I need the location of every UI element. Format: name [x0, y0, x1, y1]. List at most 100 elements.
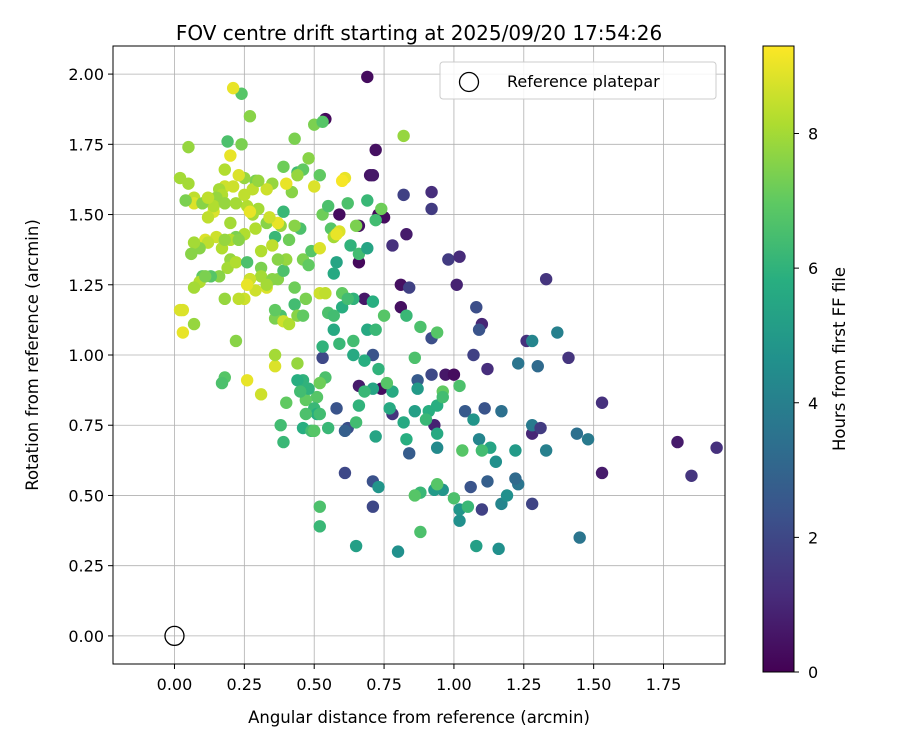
data-point — [224, 149, 237, 162]
colorbar-tick-label: 8 — [808, 125, 818, 144]
data-point — [313, 500, 326, 513]
x-tick-label: 0.75 — [366, 675, 402, 694]
data-point — [182, 140, 195, 154]
data-point — [182, 177, 195, 190]
x-tick-label: 1.75 — [646, 675, 682, 694]
reference-point-marker — [164, 625, 185, 647]
data-point — [481, 362, 494, 376]
data-point — [375, 202, 388, 216]
y-axis-ticks: 0.00 0.25 0.50 0.75 1.00 1.25 1.50 1.75 2.00 — [68, 65, 113, 646]
data-point — [232, 169, 245, 182]
data-point — [581, 433, 595, 446]
data-point — [414, 525, 427, 539]
data-point — [710, 441, 723, 454]
data-point — [361, 242, 374, 255]
data-point — [349, 539, 363, 553]
data-point — [509, 472, 522, 485]
legend-marker — [458, 71, 480, 93]
data-point — [229, 197, 243, 210]
data-point — [263, 211, 276, 224]
data-point — [313, 407, 326, 421]
data-point — [425, 185, 438, 199]
data-point — [352, 399, 366, 412]
data-point — [430, 326, 444, 339]
data-point — [341, 197, 354, 210]
data-point — [408, 489, 422, 502]
data-point — [595, 396, 609, 409]
data-point — [436, 390, 449, 404]
data-point — [366, 295, 380, 308]
data-point — [240, 256, 254, 269]
data-point — [472, 433, 486, 446]
data-point — [291, 357, 304, 370]
y-tick-label: 1.25 — [68, 276, 104, 295]
data-point — [685, 469, 698, 482]
data-point — [187, 317, 201, 331]
data-point — [313, 242, 326, 255]
data-point — [187, 281, 201, 294]
legend-box — [439, 61, 717, 100]
data-point — [176, 326, 190, 339]
data-point — [288, 298, 301, 311]
data-point — [333, 337, 346, 350]
data-point — [215, 376, 229, 390]
data-point — [260, 183, 273, 196]
legend-label: Reference platepar — [507, 72, 660, 91]
data-point — [330, 402, 343, 415]
data-point — [201, 211, 215, 224]
data-point — [221, 135, 234, 148]
data-point — [500, 489, 514, 502]
x-tick-label: 1.25 — [506, 675, 542, 694]
data-point — [414, 320, 427, 334]
data-point — [274, 419, 287, 432]
data-point — [218, 197, 231, 210]
colorbar-ticks: 0 2 4 6 8 — [794, 125, 818, 682]
x-tick-label: 0.50 — [296, 675, 332, 694]
data-point — [288, 132, 301, 145]
data-point — [224, 216, 237, 230]
y-tick-label: 0.50 — [68, 486, 104, 505]
data-point — [316, 351, 329, 365]
y-tick-label: 1.00 — [68, 346, 104, 365]
data-point — [372, 480, 385, 494]
data-point — [282, 233, 296, 247]
colorbar-label: Hours from first FF file — [830, 267, 849, 451]
x-tick-label: 0.25 — [227, 675, 263, 694]
data-point — [369, 143, 382, 157]
data-point — [173, 303, 187, 317]
data-point — [383, 402, 396, 415]
data-point — [299, 407, 313, 421]
data-point — [400, 309, 413, 322]
data-point — [408, 404, 422, 418]
data-point — [277, 205, 290, 218]
data-point — [458, 404, 472, 418]
data-point — [277, 160, 290, 173]
data-point — [288, 219, 301, 232]
data-point — [254, 388, 268, 401]
data-point — [201, 191, 215, 204]
data-point — [327, 267, 340, 280]
data-point — [330, 256, 343, 269]
data-point — [218, 163, 231, 176]
data-point — [338, 424, 352, 438]
data-point — [232, 292, 245, 306]
colorbar: 0 2 4 6 8 Hours from first FF file — [762, 45, 849, 682]
data-point — [179, 194, 192, 207]
data-point — [453, 514, 466, 527]
data-point — [335, 174, 349, 188]
data-point — [447, 368, 461, 381]
data-point — [372, 362, 385, 376]
data-point — [495, 404, 508, 418]
data-point — [400, 228, 413, 241]
data-point — [525, 334, 539, 348]
y-tick-label: 2.00 — [68, 65, 104, 84]
y-tick-label: 1.50 — [68, 206, 104, 225]
data-point — [408, 351, 422, 365]
data-point — [442, 253, 455, 266]
data-point — [509, 444, 522, 457]
data-point — [291, 374, 304, 387]
data-point — [282, 317, 296, 331]
data-point — [302, 152, 315, 165]
data-point — [475, 444, 489, 457]
data-point — [299, 292, 313, 306]
